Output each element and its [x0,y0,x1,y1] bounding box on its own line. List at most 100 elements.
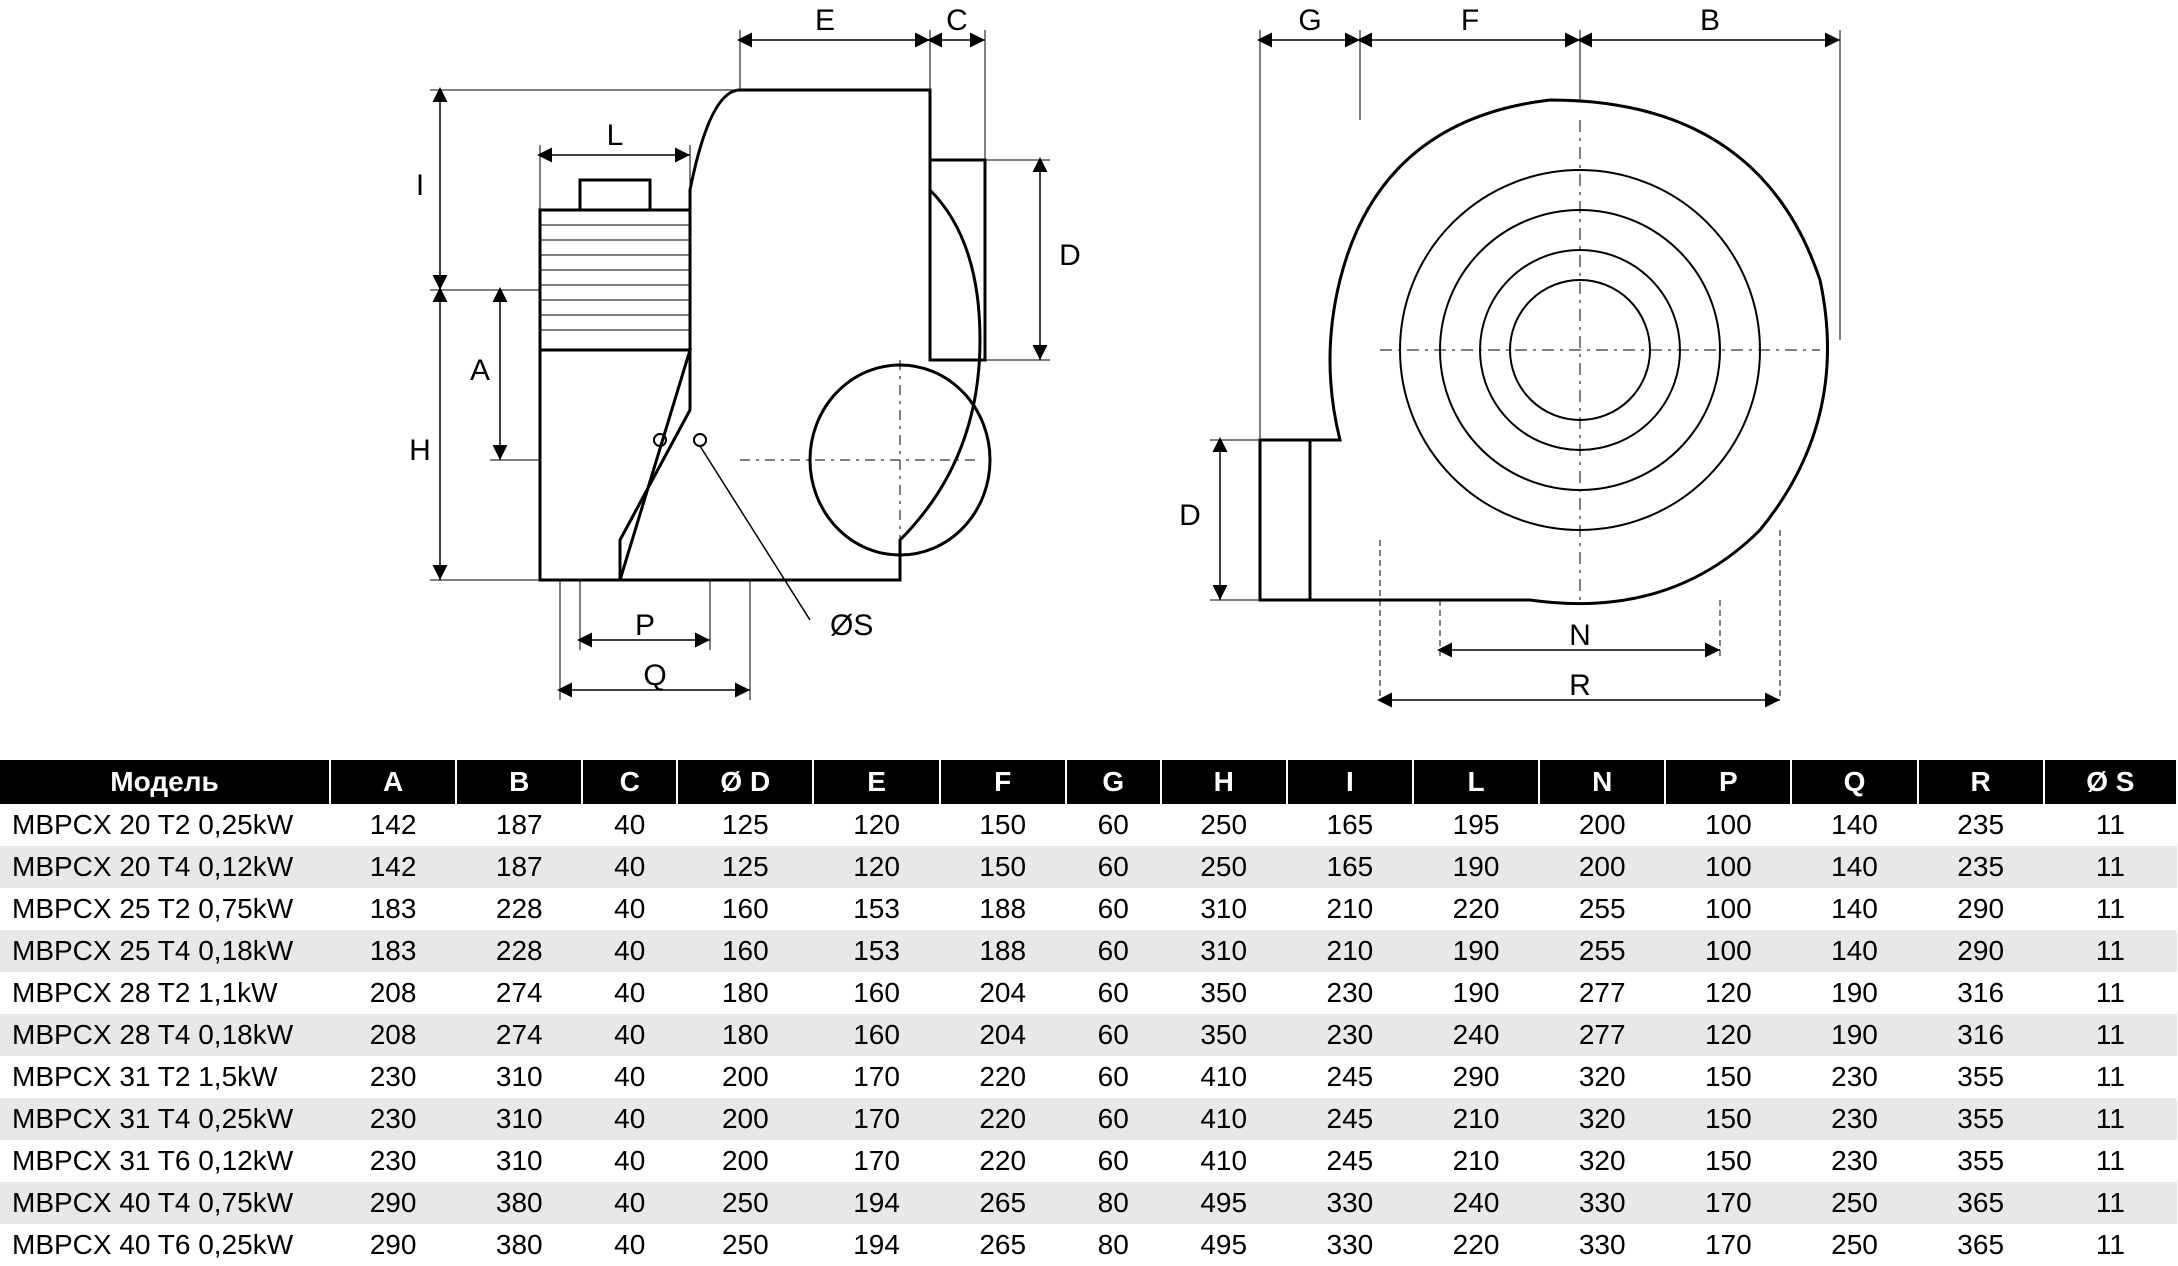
table-cell: 228 [456,888,582,930]
table-row: MBPCX 31 T2 1,5kW23031040200170220604102… [0,1056,2177,1098]
table-cell: MBPCX 25 T2 0,75kW [0,888,330,930]
table-cell: 210 [1413,1140,1539,1182]
table-cell: 355 [1918,1098,2044,1140]
table-cell: 100 [1665,804,1791,846]
table-cell: 220 [1413,888,1539,930]
table-cell: 230 [330,1140,456,1182]
dim-label-a: A [470,354,490,387]
table-cell: MBPCX 40 T6 0,25kW [0,1224,330,1266]
table-cell: 235 [1918,846,2044,888]
table-cell: 60 [1066,1140,1161,1182]
table-cell: 250 [677,1182,813,1224]
table-cell: 230 [330,1098,456,1140]
table-cell: MBPCX 28 T2 1,1kW [0,972,330,1014]
table-cell: 220 [940,1140,1066,1182]
table-header-cell: Модель [0,760,330,804]
dim-label-c: C [946,4,968,37]
dim-label-g: G [1298,4,1321,37]
table-cell: 125 [677,804,813,846]
table-cell: 250 [1791,1224,1917,1266]
table-cell: 120 [1665,972,1791,1014]
table-cell: 60 [1066,1098,1161,1140]
table-cell: 250 [1161,804,1287,846]
table-cell: 165 [1287,804,1413,846]
table-cell: 208 [330,1014,456,1056]
table-cell: 170 [813,1098,939,1140]
table-header-cell: P [1665,760,1791,804]
table-cell: 40 [582,972,677,1014]
table-cell: 320 [1539,1098,1665,1140]
table-cell: 235 [1918,804,2044,846]
table-cell: 365 [1918,1182,2044,1224]
table-cell: 11 [2044,804,2177,846]
table-cell: 150 [1665,1098,1791,1140]
table-cell: 277 [1539,972,1665,1014]
table-cell: 120 [1665,1014,1791,1056]
table-cell: 240 [1413,1014,1539,1056]
table-cell: 265 [940,1182,1066,1224]
right-front-view: G F B D N R [1179,4,1840,702]
table-cell: 230 [1287,1014,1413,1056]
table-cell: 250 [1161,846,1287,888]
dim-label-f: F [1461,4,1479,37]
dim-label-i: I [416,169,424,202]
table-cell: MBPCX 20 T4 0,12kW [0,846,330,888]
table-header-cell: H [1161,760,1287,804]
table-cell: 230 [1791,1098,1917,1140]
table-cell: 165 [1287,846,1413,888]
table-cell: 320 [1539,1056,1665,1098]
table-cell: 355 [1918,1140,2044,1182]
table-cell: 190 [1413,930,1539,972]
dim-label-os: ØS [830,609,873,642]
table-cell: 495 [1161,1224,1287,1266]
table-cell: 11 [2044,1182,2177,1224]
table-header-cell: R [1918,760,2044,804]
table-cell: 200 [1539,804,1665,846]
table-cell: 40 [582,1014,677,1056]
table-cell: MBPCX 31 T4 0,25kW [0,1098,330,1140]
table-cell: 274 [456,972,582,1014]
table-cell: 60 [1066,846,1161,888]
table-cell: 195 [1413,804,1539,846]
table-row: MBPCX 20 T2 0,25kW1421874012512015060250… [0,804,2177,846]
table-cell: 255 [1539,930,1665,972]
table-cell: 60 [1066,804,1161,846]
table-cell: 204 [940,1014,1066,1056]
table-cell: 187 [456,846,582,888]
dim-label-p: P [635,609,655,642]
table-cell: 200 [677,1056,813,1098]
table-cell: 11 [2044,1098,2177,1140]
dim-label-d-left: D [1059,239,1081,272]
table-header-cell: Ø D [677,760,813,804]
table-cell: 100 [1665,888,1791,930]
table-cell: 365 [1918,1224,2044,1266]
table-cell: 274 [456,1014,582,1056]
table-cell: 310 [1161,888,1287,930]
table-cell: 80 [1066,1182,1161,1224]
table-cell: 290 [1413,1056,1539,1098]
table-cell: 160 [813,1014,939,1056]
dim-label-b: B [1700,4,1720,37]
dim-label-n: N [1569,619,1591,652]
table-cell: 290 [1918,930,2044,972]
table-cell: 153 [813,888,939,930]
table-cell: 150 [1665,1140,1791,1182]
table-cell: 290 [330,1224,456,1266]
table-cell: 140 [1791,804,1917,846]
table-cell: 290 [330,1182,456,1224]
table-cell: 190 [1791,972,1917,1014]
table-cell: 125 [677,846,813,888]
table-cell: MBPCX 31 T2 1,5kW [0,1056,330,1098]
table-cell: 11 [2044,1056,2177,1098]
table-cell: 170 [1665,1224,1791,1266]
table-cell: 140 [1791,846,1917,888]
table-row: MBPCX 31 T4 0,25kW2303104020017022060410… [0,1098,2177,1140]
table-cell: 100 [1665,846,1791,888]
table-cell: 11 [2044,1140,2177,1182]
table-cell: 245 [1287,1098,1413,1140]
table-cell: 60 [1066,972,1161,1014]
table-cell: 120 [813,846,939,888]
table-cell: MBPCX 20 T2 0,25kW [0,804,330,846]
table-cell: 40 [582,1224,677,1266]
table-cell: 40 [582,1056,677,1098]
